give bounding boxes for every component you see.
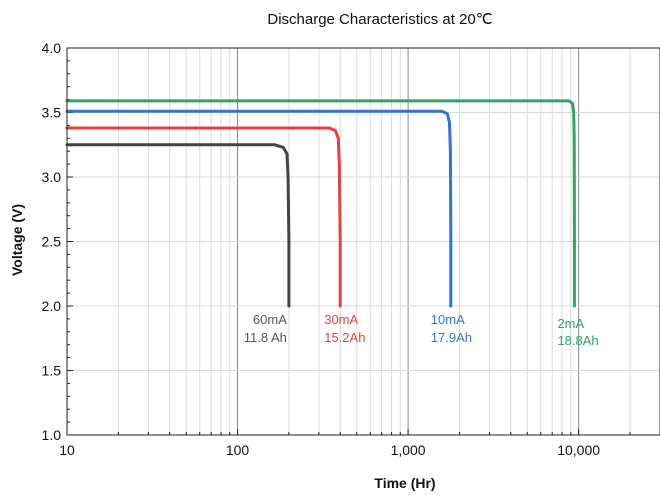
- y-tick-label: 1.0: [42, 427, 62, 443]
- y-tick-label: 2.5: [42, 234, 62, 250]
- annotation-current: 2mA: [557, 316, 584, 331]
- annotation-current: 60mA: [253, 312, 287, 327]
- axis-tick-labels: 10 100 1,000 10,000 1.0 1.5 2.0 2.5 3.0 3.5 4.0: [42, 40, 601, 458]
- y-tick-label: 3.5: [42, 105, 62, 121]
- x-tick-label: 100: [226, 442, 250, 458]
- y-tick-label: 2.0: [42, 298, 62, 314]
- series-line-10mA: [65, 109, 453, 308]
- y-tick-label: 1.5: [42, 363, 62, 379]
- y-tick-label: 4.0: [42, 40, 62, 56]
- x-tick-label: 10: [59, 442, 75, 458]
- chart-title: Discharge Characteristics at 20℃: [267, 11, 492, 28]
- series-layer: [65, 99, 576, 308]
- series-annotations: 60mA 11.8 Ah 30mA 15.2Ah 10mA 17.9Ah 2mA 18.8Ah: [244, 312, 599, 348]
- series-line-2mA: [65, 99, 576, 308]
- annotation-capacity: 15.2Ah: [324, 330, 365, 345]
- annotation-current: 30mA: [324, 312, 358, 327]
- series-line-30mA: [65, 126, 342, 308]
- y-tick-label: 3.0: [42, 169, 62, 185]
- plot-frame: [66, 47, 660, 436]
- annotation-capacity: 18.8Ah: [557, 333, 598, 348]
- y-axis-label: Voltage (V): [9, 204, 25, 276]
- x-tick-label: 1,000: [391, 442, 426, 458]
- annotation-capacity: 17.9Ah: [431, 330, 472, 345]
- x-tick-label: 10,000: [557, 442, 600, 458]
- series-line-60mA: [65, 143, 291, 308]
- annotation-current: 10mA: [431, 312, 465, 327]
- annotation-capacity: 11.8 Ah: [244, 330, 287, 345]
- x-axis-label: Time (Hr): [374, 475, 435, 491]
